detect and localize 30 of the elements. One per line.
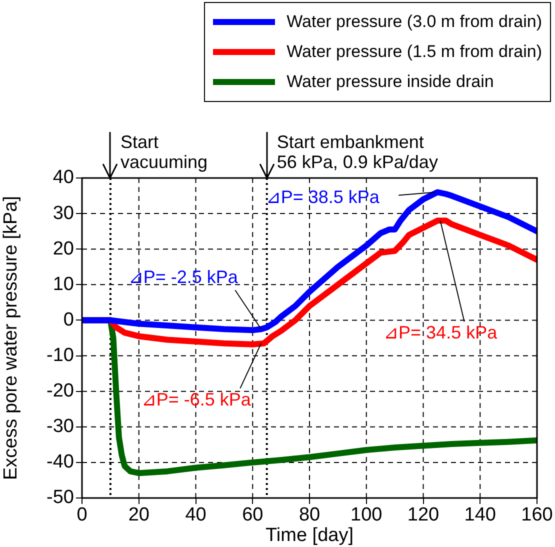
x-tick-label: 80	[298, 504, 320, 526]
x-tick-label: 120	[407, 504, 440, 526]
annotation: ⊿P= -2.5 kPa	[128, 267, 239, 288]
y-tick-label: -10	[46, 345, 74, 366]
x-tick-label: 40	[185, 504, 206, 526]
legend-label: Water pressure (1.5 m from drain)	[286, 42, 542, 62]
ref-line-label: Start vacuuming	[120, 132, 208, 172]
y-tick-label: -40	[46, 452, 74, 473]
ref-line-label: Start embankment 56 kPa, 0.9 kPa/day	[276, 132, 438, 172]
y-tick-label: -20	[46, 380, 74, 402]
annotation: ⊿P= 38.5 kPa	[266, 187, 380, 208]
annotation: ⊿P= 34.5 kPa	[384, 322, 498, 343]
y-axis-title: Excess pore water pressure [kPa]	[0, 196, 22, 480]
y-tick-label: 10	[52, 274, 74, 295]
annotation: ⊿P= -6.5 kPa	[141, 389, 252, 410]
x-axis-title: Time [day]	[266, 524, 354, 546]
y-tick-label: 30	[52, 202, 74, 224]
x-tick-label: 60	[242, 504, 264, 526]
x-tick-label: 100	[350, 504, 382, 526]
x-tick-label: 0	[76, 504, 88, 526]
x-tick-label: 160	[521, 504, 553, 526]
y-tick-label: -30	[46, 416, 74, 438]
x-tick-label: 140	[464, 504, 496, 526]
y-tick-label: 0	[63, 309, 74, 330]
y-tick-label: 40	[52, 167, 74, 188]
x-tick-label: 20	[128, 504, 150, 526]
legend-label: Water pressure (3.0 m from drain)	[286, 12, 542, 32]
y-tick-label: -50	[46, 487, 74, 508]
legend-label: Water pressure inside drain	[286, 72, 494, 92]
y-tick-label: 20	[52, 238, 74, 260]
